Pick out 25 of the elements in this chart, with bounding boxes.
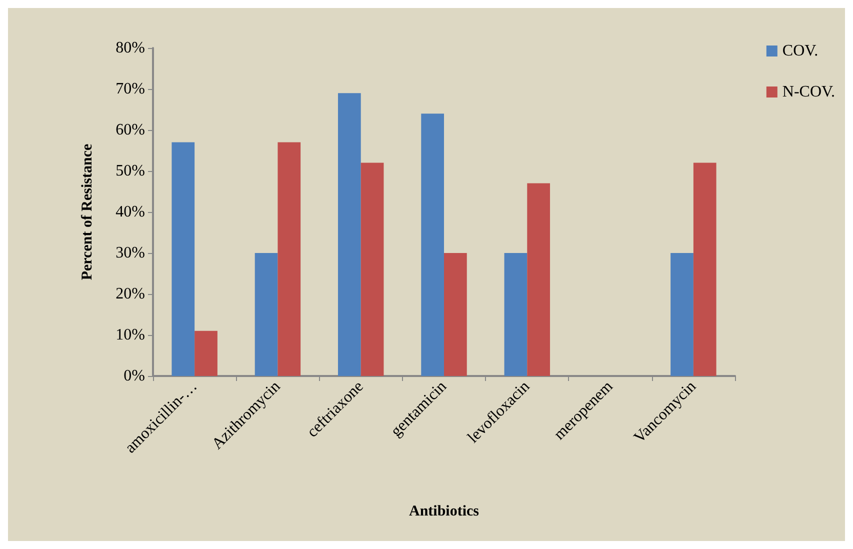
bar [527,183,550,376]
bar [360,162,384,376]
bar [504,253,528,376]
y-axis-title: Percent of Resistance [80,143,96,280]
bar [693,162,716,376]
bar [670,253,694,376]
y-tick-label: 30% [116,244,145,262]
y-tick-label: 20% [116,286,145,302]
bar [338,93,361,376]
bar [444,253,467,376]
y-tick-label: 10% [116,326,145,344]
bar [172,142,195,376]
y-tick-label: 70% [116,80,145,98]
y-tick-label: 80% [116,40,145,56]
y-tick-label: 0% [124,368,145,384]
bar [421,114,444,376]
y-tick-label: 40% [116,204,145,220]
y-tick-label: 60% [116,122,145,138]
x-axis-title: Antibiotics [408,504,480,520]
bar [254,253,278,376]
legend-label: N-COV. [782,84,836,100]
y-tick-label: 50% [116,162,145,180]
bar [194,330,218,376]
legend-label: COV. [782,42,818,60]
bar [278,142,301,376]
